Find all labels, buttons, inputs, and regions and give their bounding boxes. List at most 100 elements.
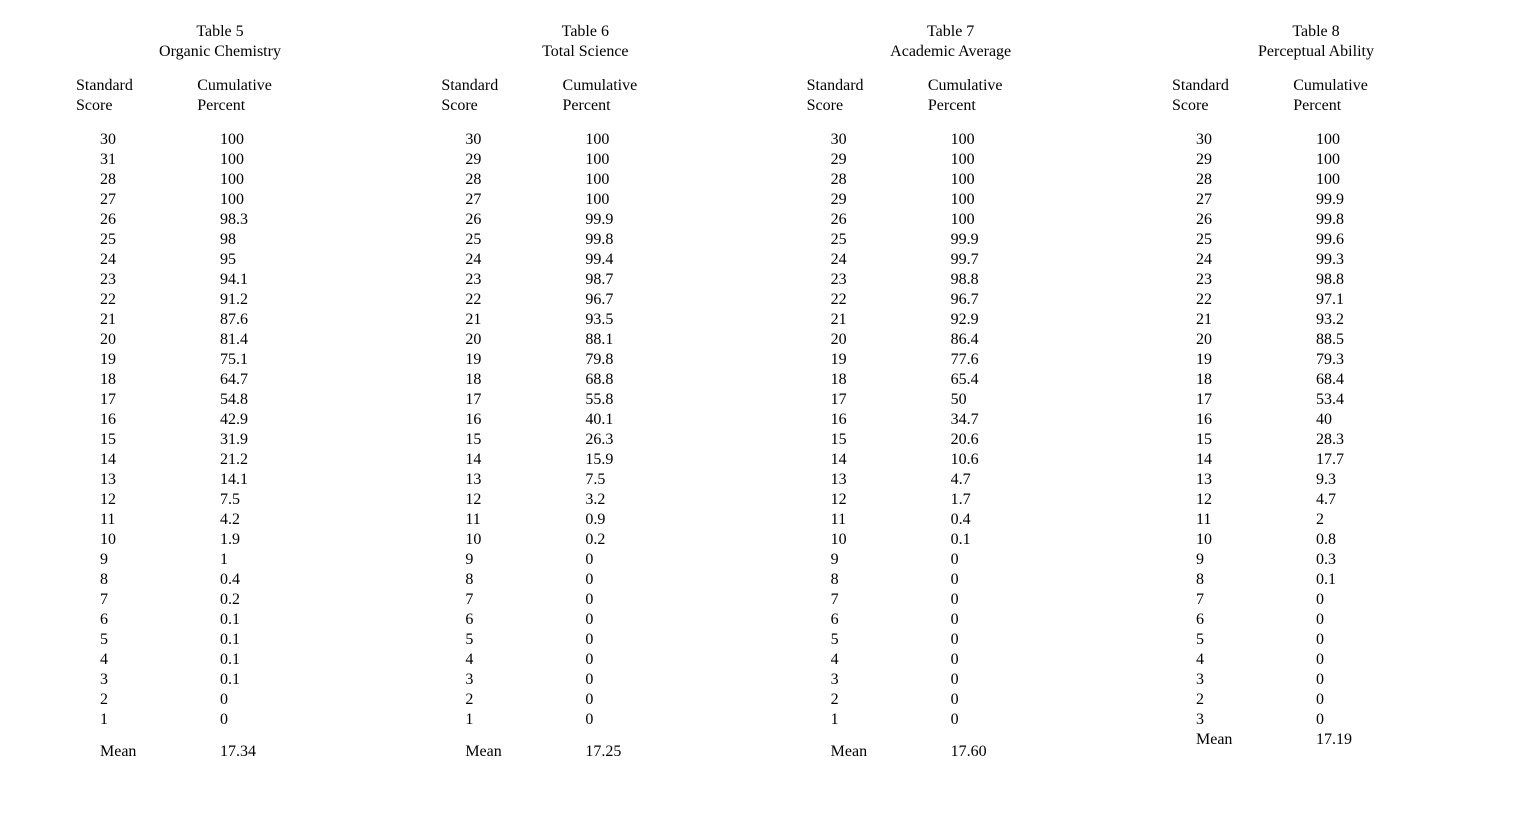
table-row: 30 (435, 670, 735, 690)
cell-standard-score: 17 (801, 390, 931, 410)
table-row: 101.9 (70, 530, 370, 550)
cell-cumulative-percent: 28.3 (1296, 430, 1466, 450)
cell-standard-score: 22 (435, 290, 565, 310)
cell-cumulative-percent: 100 (931, 150, 1101, 170)
cell-standard-score: 20 (1166, 330, 1296, 350)
cell-cumulative-percent: 96.7 (565, 290, 735, 310)
cell-cumulative-percent: 68.8 (565, 370, 735, 390)
cell-cumulative-percent: 98.7 (565, 270, 735, 290)
cell-cumulative-percent: 99.3 (1296, 250, 1466, 270)
table-row: 2398.8 (1166, 270, 1466, 290)
cell-cumulative-percent: 0 (200, 710, 370, 730)
cell-standard-score: 26 (435, 210, 565, 230)
table-6-footer: Mean 17.25 (435, 742, 735, 762)
table-row: 127.5 (70, 490, 370, 510)
table-row: 70 (801, 590, 1101, 610)
table-row: 110.9 (435, 510, 735, 530)
cell-standard-score: 23 (70, 270, 200, 290)
table-row: 2081.4 (70, 330, 370, 350)
cell-standard-score: 5 (70, 630, 200, 650)
header-cumulative: Cumulative (563, 76, 736, 96)
cell-standard-score: 15 (70, 430, 200, 450)
table-row: 2499.7 (801, 250, 1101, 270)
cell-cumulative-percent: 0.3 (1296, 550, 1466, 570)
table-row: 1642.9 (70, 410, 370, 430)
cell-cumulative-percent: 99.8 (1296, 210, 1466, 230)
cell-cumulative-percent: 0 (200, 690, 370, 710)
cell-standard-score: 29 (435, 150, 565, 170)
table-row: 28100 (801, 170, 1101, 190)
cell-standard-score: 3 (435, 670, 565, 690)
table-8-label: Table 8 (1166, 22, 1466, 42)
cell-standard-score: 6 (435, 610, 565, 630)
cell-cumulative-percent: 3.2 (565, 490, 735, 510)
col-header-standard-score: Standard Score (70, 76, 191, 116)
table-row: 70 (1166, 590, 1466, 610)
cell-standard-score: 26 (70, 210, 200, 230)
cell-standard-score: 22 (801, 290, 931, 310)
table-7-mean: 17.60 (931, 742, 1101, 762)
table-row: 80 (435, 570, 735, 590)
table-row: 70.2 (70, 590, 370, 610)
table-6-header: Standard Score Cumulative Percent (435, 76, 735, 116)
header-percent: Percent (197, 96, 370, 116)
cell-standard-score: 11 (435, 510, 565, 530)
cell-cumulative-percent: 98.3 (200, 210, 370, 230)
cell-standard-score: 20 (801, 330, 931, 350)
table-6-title: Table 6 Total Science (435, 22, 735, 62)
table-row: 2193.5 (435, 310, 735, 330)
cell-cumulative-percent: 7.5 (565, 470, 735, 490)
cell-cumulative-percent: 99.9 (565, 210, 735, 230)
col-header-standard-score: Standard Score (801, 76, 922, 116)
cell-standard-score: 16 (801, 410, 931, 430)
table-row: 60 (1166, 610, 1466, 630)
cell-cumulative-percent: 98.8 (1296, 270, 1466, 290)
cell-standard-score: 1 (801, 710, 931, 730)
cell-standard-score: 25 (1166, 230, 1296, 250)
cell-standard-score: 12 (70, 490, 200, 510)
cell-standard-score: 5 (435, 630, 565, 650)
col-header-cumulative-percent: Cumulative Percent (557, 76, 736, 116)
cell-cumulative-percent: 34.7 (931, 410, 1101, 430)
table-row: 112 (1166, 510, 1466, 530)
table-5-title: Table 5 Organic Chemistry (70, 22, 370, 62)
cell-standard-score: 9 (70, 550, 200, 570)
table-row: 1975.1 (70, 350, 370, 370)
cell-cumulative-percent: 50 (931, 390, 1101, 410)
cell-standard-score: 11 (1166, 510, 1296, 530)
header-score: Score (76, 96, 191, 116)
table-row: 100.2 (435, 530, 735, 550)
table-5-mean: 17.34 (200, 742, 370, 762)
cell-cumulative-percent: 86.4 (931, 330, 1101, 350)
table-row: 2088.1 (435, 330, 735, 350)
cell-cumulative-percent: 100 (200, 130, 370, 150)
table-row: 2193.2 (1166, 310, 1466, 330)
table-row: 2699.9 (435, 210, 735, 230)
cell-standard-score: 8 (801, 570, 931, 590)
cell-cumulative-percent: 96.7 (931, 290, 1101, 310)
table-row: 2499.3 (1166, 250, 1466, 270)
table-row: 2599.9 (801, 230, 1101, 250)
cell-standard-score: 25 (801, 230, 931, 250)
cell-standard-score: 27 (435, 190, 565, 210)
cell-standard-score: 15 (435, 430, 565, 450)
table-row: 90 (435, 550, 735, 570)
table-row: 1750 (801, 390, 1101, 410)
header-score: Score (807, 96, 922, 116)
cell-standard-score: 20 (435, 330, 565, 350)
cell-cumulative-percent: 4.2 (200, 510, 370, 530)
table-row: 40 (435, 650, 735, 670)
cell-standard-score: 18 (1166, 370, 1296, 390)
cell-cumulative-percent: 0 (565, 710, 735, 730)
cell-standard-score: 3 (70, 670, 200, 690)
cell-cumulative-percent: 0 (565, 630, 735, 650)
cell-standard-score: 12 (1166, 490, 1296, 510)
mean-label: Mean (70, 742, 200, 762)
cell-cumulative-percent: 100 (931, 170, 1101, 190)
cell-standard-score: 6 (1166, 610, 1296, 630)
table-row: 80.4 (70, 570, 370, 590)
table-row: 60.1 (70, 610, 370, 630)
table-8-body: 3010029100281002799.92699.82599.62499.32… (1166, 130, 1466, 730)
cell-cumulative-percent: 0.1 (1296, 570, 1466, 590)
table-row: 20 (1166, 690, 1466, 710)
